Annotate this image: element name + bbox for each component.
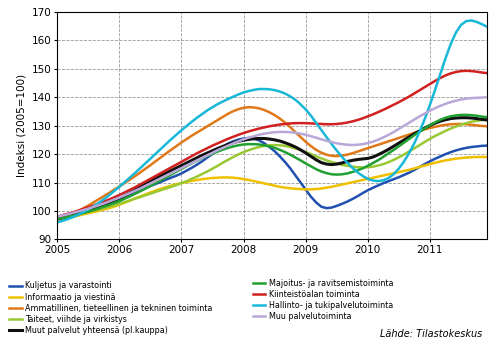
Kuljetus ja varastointi (59, 216, 65, 221)
Kuljetus ja varastointi (54, 218, 60, 222)
Majoitus- ja ravitsemistoiminta (80, 211, 86, 215)
Kuljetus ja varastointi (246, 136, 252, 140)
Line: Muut palvelut yhteensä (pl.kauppa): Muut palvelut yhteensä (pl.kauppa) (57, 118, 487, 219)
Line: Hallinto- ja tukipalvelutoiminta: Hallinto- ja tukipalvelutoiminta (57, 21, 487, 222)
Muut palvelut yhteensä (pl.kauppa) (246, 137, 252, 141)
Hallinto- ja tukipalvelutoiminta (246, 89, 252, 93)
Muut palvelut yhteensä (pl.kauppa) (458, 116, 464, 120)
Informaatio ja viestinä (484, 155, 490, 159)
Hallinto- ja tukipalvelutoiminta (59, 219, 65, 223)
Hallinto- ja tukipalvelutoiminta (381, 178, 387, 182)
Muu palvelutoiminta (54, 215, 60, 219)
Hallinto- ja tukipalvelutoiminta (54, 220, 60, 224)
Kuljetus ja varastointi (80, 212, 86, 216)
Hallinto- ja tukipalvelutoiminta (469, 18, 475, 23)
Taiteet, viihde ja virkistys (54, 216, 60, 220)
Muut palvelut yhteensä (pl.kauppa) (484, 118, 490, 122)
Line: Taiteet, viihde ja virkistys: Taiteet, viihde ja virkistys (57, 119, 487, 218)
Kiinteistöalan toiminta (401, 97, 407, 101)
Muut palvelut yhteensä (pl.kauppa) (381, 150, 387, 154)
Muu palvelutoiminta (59, 213, 65, 218)
Majoitus- ja ravitsemistoiminta (266, 144, 272, 148)
Legend: Majoitus- ja ravitsemistoiminta, Kiinteistöalan toiminta, Hallinto- ja tukipalve: Majoitus- ja ravitsemistoiminta, Kiintei… (252, 279, 393, 321)
Majoitus- ja ravitsemistoiminta (458, 113, 464, 117)
Ammatillinen, tieteellinen ja tekninen toiminta (484, 124, 490, 128)
Ammatillinen, tieteellinen ja tekninen toiminta (54, 218, 60, 222)
Muut palvelut yhteensä (pl.kauppa) (401, 138, 407, 142)
Line: Majoitus- ja ravitsemistoiminta: Majoitus- ja ravitsemistoiminta (57, 115, 487, 219)
Muu palvelutoiminta (484, 95, 490, 99)
Majoitus- ja ravitsemistoiminta (246, 142, 252, 146)
Kuljetus ja varastointi (272, 149, 278, 153)
Kiinteistöalan toiminta (484, 71, 490, 75)
Taiteet, viihde ja virkistys (381, 162, 387, 166)
Muu palvelutoiminta (80, 208, 86, 212)
Text: Lähde: Tilastokeskus: Lähde: Tilastokeskus (380, 329, 482, 339)
Kuljetus ja varastointi (251, 136, 257, 141)
Line: Ammatillinen, tieteellinen ja tekninen toiminta: Ammatillinen, tieteellinen ja tekninen t… (57, 107, 487, 220)
Kuljetus ja varastointi (484, 144, 490, 148)
Hallinto- ja tukipalvelutoiminta (484, 25, 490, 29)
Muut palvelut yhteensä (pl.kauppa) (54, 217, 60, 221)
Informaatio ja viestinä (54, 218, 60, 222)
Majoitus- ja ravitsemistoiminta (381, 155, 387, 159)
Majoitus- ja ravitsemistoiminta (54, 217, 60, 221)
Kiinteistöalan toiminta (80, 207, 86, 211)
Ammatillinen, tieteellinen ja tekninen toiminta (80, 206, 86, 210)
Kuljetus ja varastointi (386, 179, 392, 183)
Line: Kuljetus ja varastointi: Kuljetus ja varastointi (57, 138, 487, 220)
Hallinto- ja tukipalvelutoiminta (80, 210, 86, 214)
Kiinteistöalan toiminta (266, 124, 272, 128)
Muu palvelutoiminta (266, 131, 272, 135)
Muu palvelutoiminta (246, 135, 252, 140)
Muut palvelut yhteensä (pl.kauppa) (59, 216, 65, 220)
Kiinteistöalan toiminta (381, 108, 387, 112)
Kiinteistöalan toiminta (463, 69, 469, 73)
Hallinto- ja tukipalvelutoiminta (401, 159, 407, 163)
Legend: Kuljetus ja varastointi, Informaatio ja viestinä, Ammatillinen, tieteellinen ja : Kuljetus ja varastointi, Informaatio ja … (9, 281, 213, 334)
Ammatillinen, tieteellinen ja tekninen toiminta (407, 132, 413, 136)
Muut palvelut yhteensä (pl.kauppa) (80, 210, 86, 214)
Ammatillinen, tieteellinen ja tekninen toiminta (246, 105, 252, 109)
Line: Muu palvelutoiminta: Muu palvelutoiminta (57, 97, 487, 217)
Majoitus- ja ravitsemistoiminta (59, 216, 65, 220)
Taiteet, viihde ja virkistys (401, 152, 407, 156)
Informaatio ja viestinä (401, 169, 407, 173)
Ammatillinen, tieteellinen ja tekninen toiminta (59, 216, 65, 220)
Ammatillinen, tieteellinen ja tekninen toiminta (272, 113, 278, 117)
Informaatio ja viestinä (266, 183, 272, 187)
Majoitus- ja ravitsemistoiminta (401, 141, 407, 145)
Taiteet, viihde ja virkistys (484, 117, 490, 121)
Line: Informaatio ja viestinä: Informaatio ja viestinä (57, 157, 487, 220)
Informaatio ja viestinä (80, 212, 86, 216)
Kuljetus ja varastointi (407, 171, 413, 175)
Hallinto- ja tukipalvelutoiminta (266, 87, 272, 91)
Line: Kiinteistöalan toiminta: Kiinteistöalan toiminta (57, 71, 487, 217)
Ammatillinen, tieteellinen ja tekninen toiminta (386, 139, 392, 143)
Y-axis label: Indeksi (2005=100): Indeksi (2005=100) (16, 74, 26, 177)
Ammatillinen, tieteellinen ja tekninen toiminta (251, 105, 257, 109)
Muut palvelut yhteensä (pl.kauppa) (266, 137, 272, 141)
Informaatio ja viestinä (246, 178, 252, 182)
Kiinteistöalan toiminta (59, 213, 65, 217)
Muu palvelutoiminta (381, 135, 387, 140)
Informaatio ja viestinä (59, 217, 65, 221)
Kiinteistöalan toiminta (246, 129, 252, 133)
Taiteet, viihde ja virkistys (59, 215, 65, 219)
Taiteet, viihde ja virkistys (266, 143, 272, 147)
Kiinteistöalan toiminta (54, 215, 60, 219)
Taiteet, viihde ja virkistys (246, 148, 252, 152)
Informaatio ja viestinä (474, 155, 480, 159)
Informaatio ja viestinä (381, 173, 387, 177)
Taiteet, viihde ja virkistys (80, 211, 86, 215)
Majoitus- ja ravitsemistoiminta (484, 115, 490, 119)
Muu palvelutoiminta (401, 123, 407, 128)
